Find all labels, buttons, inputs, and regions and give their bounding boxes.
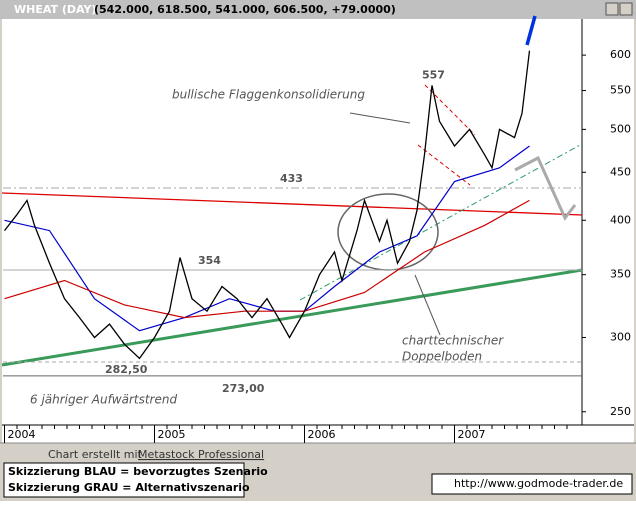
url-box	[431, 473, 633, 495]
annotation: 6 jähriger Aufwärtstrend	[30, 393, 177, 407]
y-tick-label: 250	[610, 405, 631, 418]
level-label: 433	[280, 172, 303, 185]
y-tick-label: 550	[610, 84, 631, 97]
title-bar	[0, 0, 636, 19]
y-tick-label: 400	[610, 213, 631, 226]
title: WHEAT (DAY)	[14, 3, 96, 16]
legend-blue: Skizzierung BLAU = bevorzugtes Szenario	[8, 465, 268, 478]
pointer	[349, 112, 411, 124]
level-label: 354	[198, 254, 221, 267]
credit: Chart erstellt mit	[48, 448, 143, 461]
y-tick-label: 600	[610, 48, 631, 61]
x-tick-label: 2006	[308, 428, 336, 441]
url[interactable]: http://www.godmode-trader.de	[454, 477, 623, 490]
level-label: 273,00	[222, 382, 265, 395]
plot	[1, 15, 583, 377]
price-line	[3, 50, 531, 360]
y-tick-label: 500	[610, 122, 631, 135]
blue-scenario	[525, 15, 537, 46]
pointer	[414, 274, 441, 336]
annotation: Doppelboden	[402, 350, 482, 364]
y-tick-label: 300	[610, 330, 631, 343]
x-tick-label: 2005	[158, 428, 186, 441]
annotation: charttechnischer	[402, 334, 504, 348]
resistance-line	[1, 192, 583, 216]
flag-line	[417, 144, 471, 186]
support-line	[299, 144, 581, 301]
y-tick-label: 350	[610, 268, 631, 281]
peak-label: 557	[422, 68, 445, 81]
software-link[interactable]: Metastock Professional	[138, 448, 264, 461]
flag-line	[424, 84, 476, 136]
y-tick-label: 450	[610, 165, 631, 178]
level-label: 282,50	[105, 363, 148, 376]
trend-line	[1, 268, 583, 367]
x-tick-label: 2007	[458, 428, 486, 441]
x-tick-label: 2004	[8, 428, 36, 441]
restore-button[interactable]	[605, 2, 619, 16]
plot-area	[2, 19, 634, 443]
close-button[interactable]	[619, 2, 633, 16]
quote: (542.000, 618.500, 541.000, 606.500, +79…	[94, 3, 396, 16]
legend-box	[3, 462, 245, 498]
legend-grey: Skizzierung GRAU = Alternativszenario	[8, 481, 250, 494]
annotation: bullische Flaggenkonsolidierung	[172, 88, 365, 102]
